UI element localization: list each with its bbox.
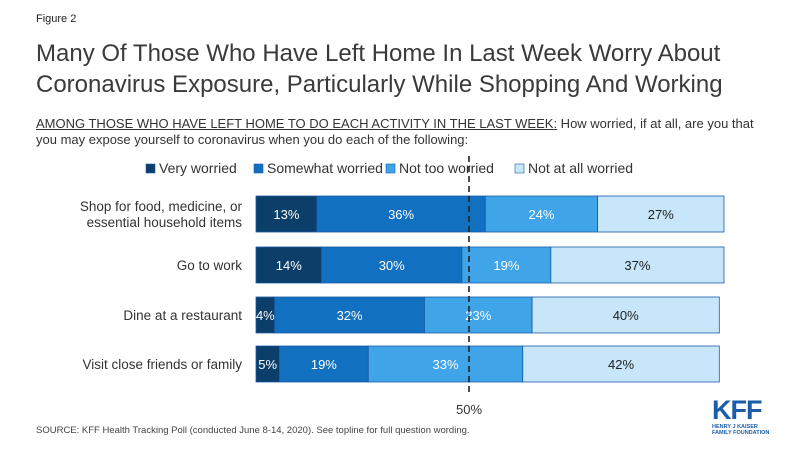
data-label: 14% [276,258,302,273]
legend-swatch-3 [385,163,396,174]
bar-segment [531,296,720,334]
logo-wordmark: KFF [712,395,762,425]
chart-subtitle: AMONG THOSE WHO HAVE LEFT HOME TO DO EAC… [36,116,756,148]
bar-segment [316,195,486,233]
legend-swatch-4 [514,163,525,174]
bar-segment [461,246,552,284]
data-label: 37% [624,258,650,273]
logo-org-line-2: FAMILY FOUNDATION [712,430,770,436]
bar-segment [550,246,725,284]
bar-segment [484,195,599,233]
subtitle-question: How worried, if at all, are you that you… [36,116,754,147]
data-label: 33% [433,357,459,372]
data-label: 23% [465,308,491,323]
source-note: SOURCE: KFF Health Tracking Poll (conduc… [36,425,470,436]
data-label: 30% [379,258,405,273]
category-label: Shop for food, medicine, or [80,199,243,214]
logo-org-line-1: HENRY J KAISER [712,424,758,430]
title-line-1: Many Of Those Who Have Left Home In Last… [36,40,721,67]
bar-segment [367,345,524,383]
category-label: Visit close friends or family [82,357,242,372]
legend-swatch-1 [145,163,156,174]
data-label: 27% [648,207,674,222]
figure-label: Figure 2 [36,13,77,25]
data-label: 24% [528,207,554,222]
data-label: 40% [613,308,639,323]
bar-segment [274,296,425,334]
chart-title: Many Of Those Who Have Left Home In Last… [36,38,776,100]
legend-label-1: Very worried [159,160,237,176]
data-label: 4% [256,308,275,323]
title-line-2: Coronavirus Exposure, Particularly While… [36,71,723,98]
subtitle-lead: AMONG THOSE WHO HAVE LEFT HOME TO DO EAC… [36,116,558,131]
reference-line-label: 50% [456,402,482,417]
legend-label-3: Not too worried [399,160,494,176]
data-label: 13% [273,207,299,222]
legend-label-2: Somewhat worried [267,160,383,176]
bar-segment [522,345,720,383]
data-label: 42% [608,357,634,372]
data-label: 19% [493,258,519,273]
data-label: 5% [258,357,277,372]
bar-segment [424,296,533,334]
category-label: essential household items [87,215,243,230]
bar-segment [278,345,369,383]
bar-segment [597,195,725,233]
legend-label-4: Not at all worried [528,160,633,176]
category-label: Dine at a restaurant [123,308,242,323]
data-label: 36% [388,207,414,222]
bar-segment [255,195,318,233]
legend-swatch-2 [253,163,264,174]
data-label: 19% [311,357,337,372]
category-label: Go to work [177,258,243,273]
data-label: 32% [337,308,363,323]
kff-logo: KFF HENRY J KAISER FAMILY FOUNDATION [712,396,776,440]
